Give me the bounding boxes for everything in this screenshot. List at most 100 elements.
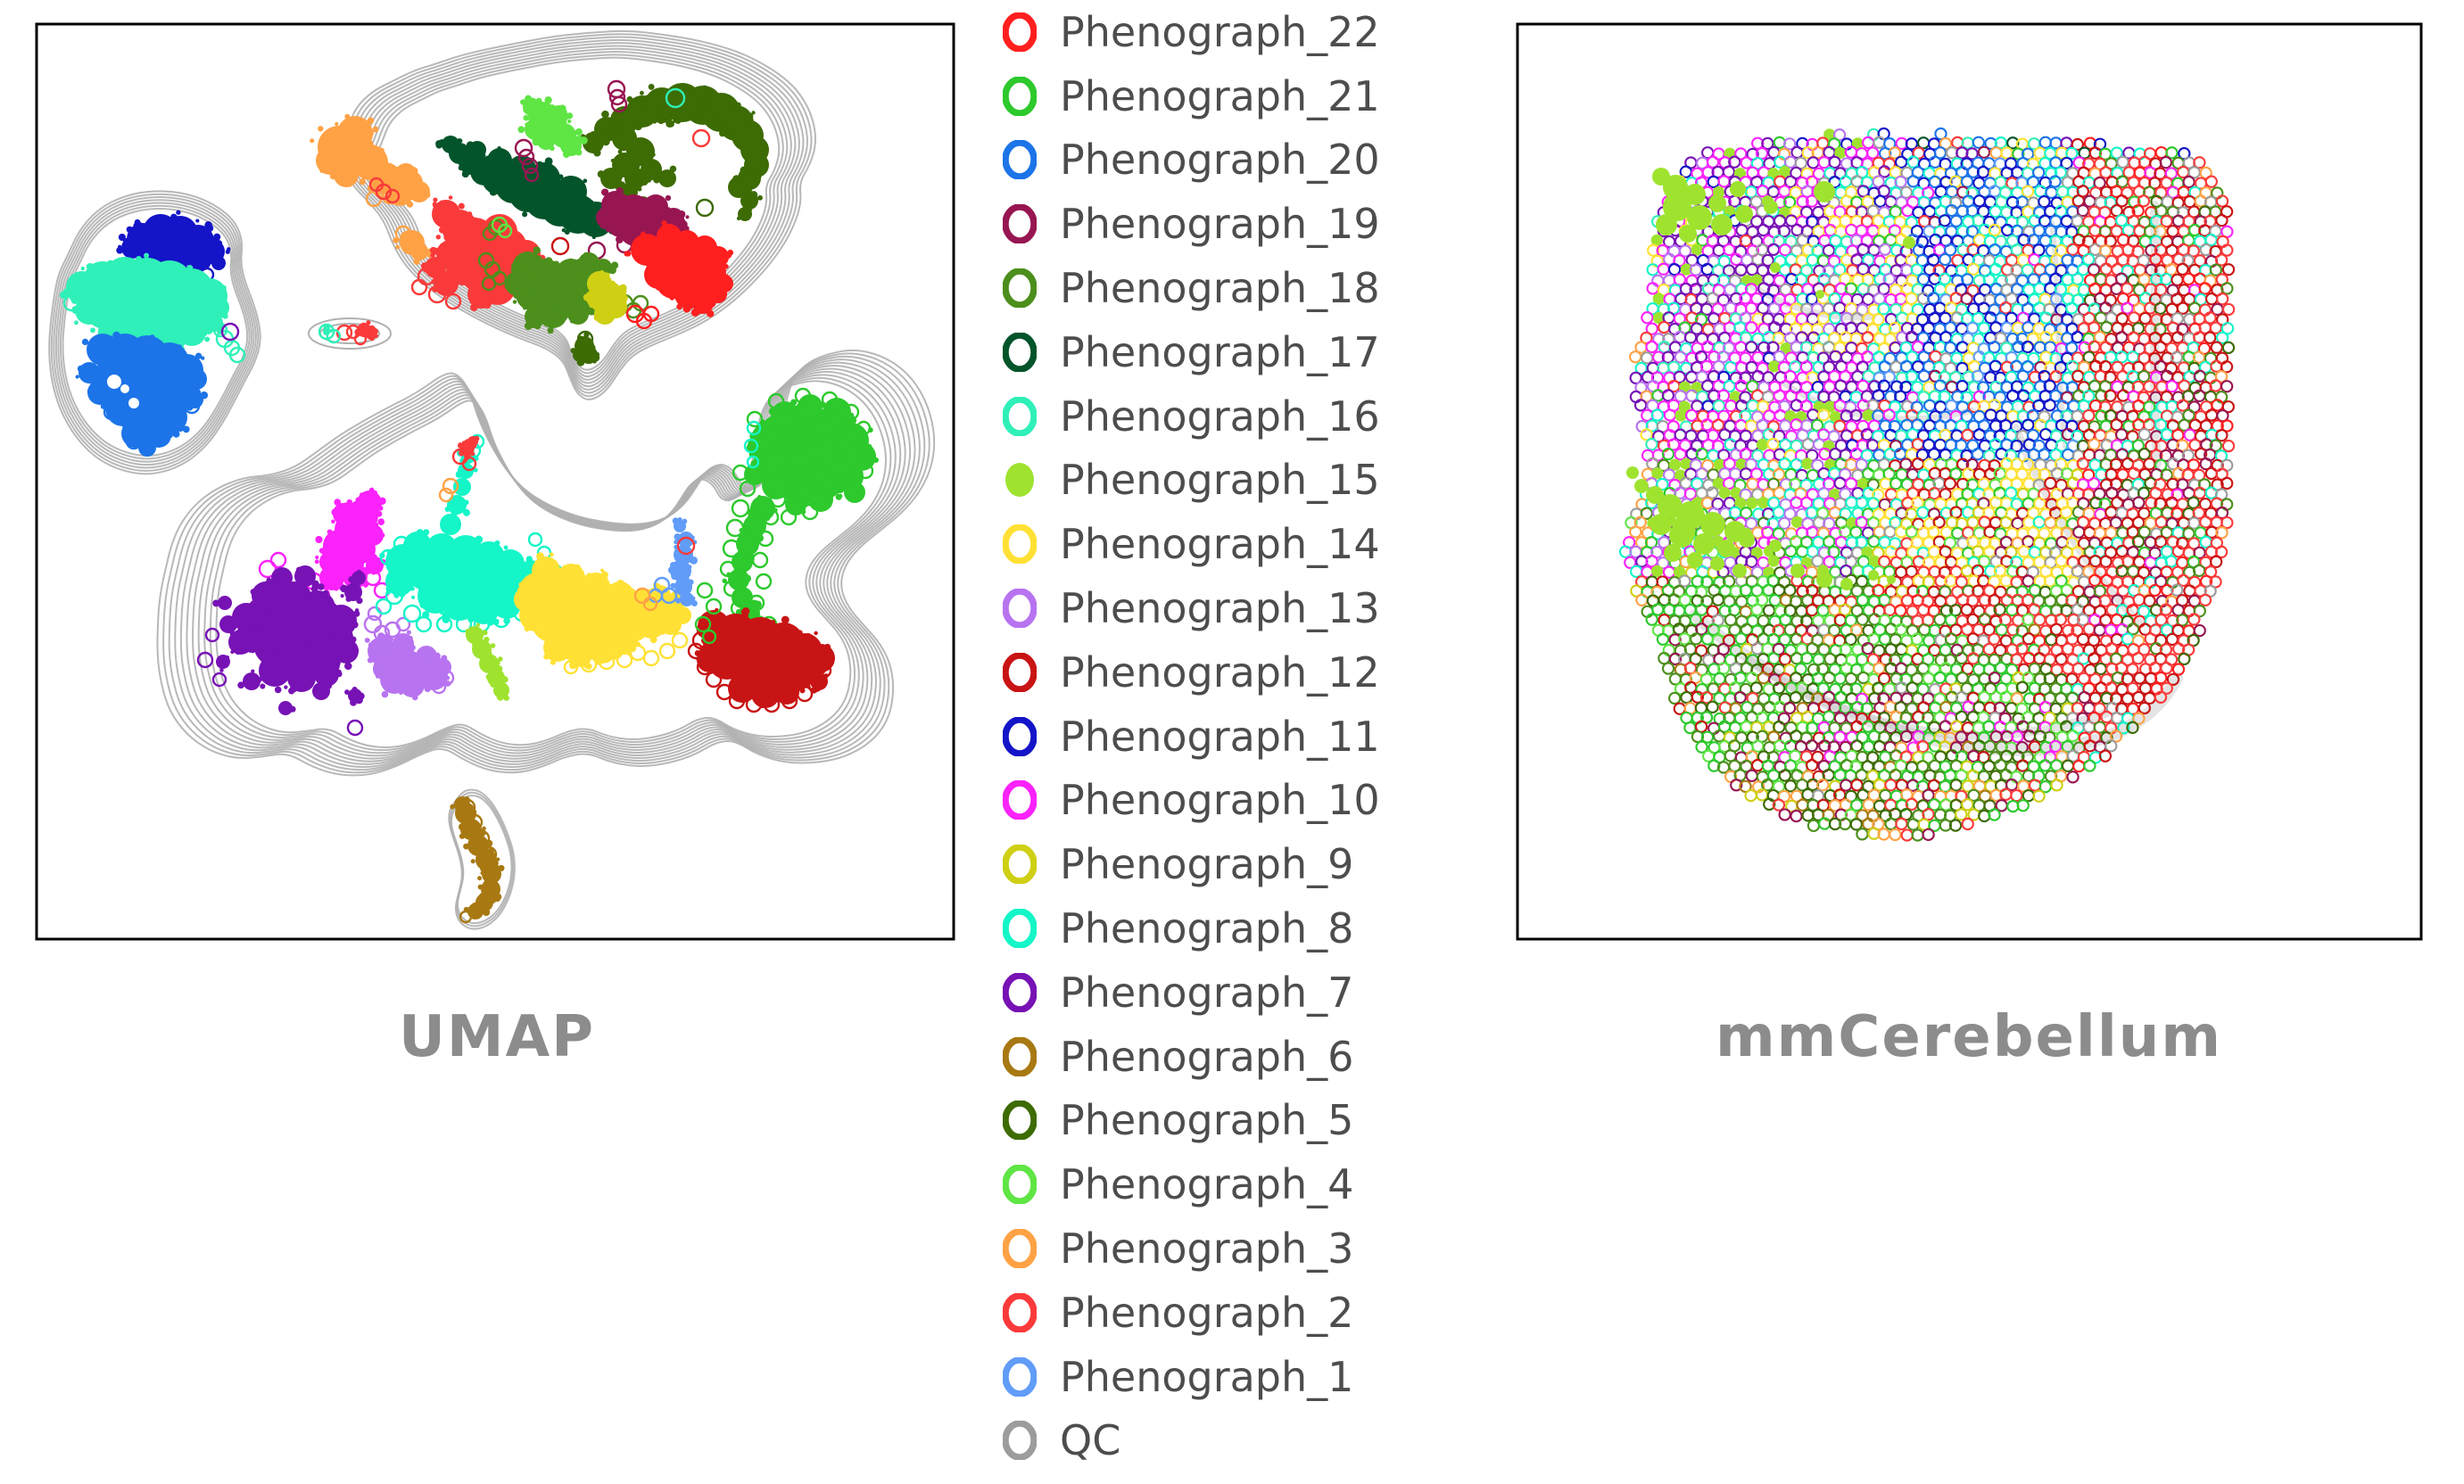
cluster-cornflower <box>648 516 698 606</box>
cluster-green-big <box>719 387 880 644</box>
open-circle-icon <box>1003 268 1037 309</box>
open-circle-icon <box>1003 716 1037 756</box>
mmcerebellum-plot <box>1618 127 2236 842</box>
legend-label: Phenograph_4 <box>1060 1160 1354 1209</box>
cluster-lightgreen-top <box>517 95 588 159</box>
open-circle-icon <box>1003 652 1037 692</box>
open-circle-icon <box>1003 845 1037 885</box>
density-contour <box>346 36 808 394</box>
open-circle-icon <box>1003 1356 1037 1397</box>
legend-label: Phenograph_10 <box>1060 776 1380 825</box>
open-circle-icon <box>1003 76 1037 116</box>
legend-item-qc: QC <box>1003 1409 1380 1473</box>
open-circle-icon <box>1003 396 1037 436</box>
cluster-violet <box>363 606 455 701</box>
density-contour <box>370 54 784 375</box>
cluster-brown-arc <box>450 796 505 924</box>
open-circle-icon <box>1003 1101 1037 1141</box>
legend-label: Phenograph_8 <box>1060 904 1354 953</box>
cluster-midgreen-mass <box>477 218 649 334</box>
filled-circle-icon <box>1005 463 1034 498</box>
cluster-blue-ringy <box>75 331 209 457</box>
legend-item-phenograph_6: Phenograph_6 <box>1003 1025 1380 1089</box>
legend-label: Phenograph_18 <box>1060 264 1380 313</box>
density-contour <box>50 193 260 472</box>
density-contour <box>367 51 789 378</box>
density-contour <box>359 45 797 384</box>
cluster-yellow-mass <box>514 552 792 675</box>
legend-label: Phenograph_9 <box>1060 840 1354 889</box>
legend-label: Phenograph_20 <box>1060 136 1380 185</box>
open-circle-icon <box>1003 780 1037 820</box>
legend-label: Phenograph_11 <box>1060 712 1380 761</box>
legend-item-phenograph_5: Phenograph_5 <box>1003 1089 1380 1153</box>
density-contour <box>62 207 249 457</box>
legend-item-phenograph_10: Phenograph_10 <box>1003 769 1380 833</box>
legend: Phenograph_22 Phenograph_21 Phenograph_20 P… <box>1003 0 1380 1472</box>
legend-item-phenograph_17: Phenograph_17 <box>1003 320 1380 384</box>
density-contour <box>59 204 251 460</box>
open-circle-icon <box>1003 909 1037 949</box>
legend-item-phenograph_7: Phenograph_7 <box>1003 960 1380 1025</box>
open-circle-icon <box>1003 12 1037 52</box>
fiber-streak <box>1781 380 1975 423</box>
density-contour <box>156 349 936 777</box>
cluster-yellowolive <box>583 270 628 325</box>
legend-label: Phenograph_1 <box>1060 1352 1354 1401</box>
legend-item-phenograph_12: Phenograph_12 <box>1003 640 1380 705</box>
legend-item-phenograph_14: Phenograph_14 <box>1003 512 1380 576</box>
open-circle-icon <box>1003 1165 1037 1205</box>
cluster-red-tiny-top <box>451 435 480 472</box>
legend-item-phenograph_22: Phenograph_22 <box>1003 0 1380 64</box>
legend-label: Phenograph_19 <box>1060 200 1380 249</box>
legend-item-phenograph_16: Phenograph_16 <box>1003 384 1380 449</box>
legend-label: Phenograph_22 <box>1060 7 1380 56</box>
open-circle-icon <box>1003 524 1037 565</box>
legend-item-phenograph_19: Phenograph_19 <box>1003 192 1380 256</box>
density-contour <box>308 317 392 350</box>
legend-label: Phenograph_14 <box>1060 520 1380 569</box>
open-circle-icon <box>1003 204 1037 244</box>
legend-label: Phenograph_6 <box>1060 1032 1354 1081</box>
legend-label: Phenograph_16 <box>1060 392 1380 441</box>
legend-item-phenograph_1: Phenograph_1 <box>1003 1345 1380 1409</box>
legend-label: Phenograph_5 <box>1060 1096 1354 1145</box>
density-contour <box>53 195 257 469</box>
cluster-gy-strip <box>465 622 509 701</box>
legend-label: Phenograph_12 <box>1060 647 1380 697</box>
cluster-teal-arm <box>435 136 616 240</box>
legend-label: Phenograph_3 <box>1060 1224 1354 1274</box>
legend-item-phenograph_4: Phenograph_4 <box>1003 1152 1380 1216</box>
cluster-left-aqua <box>59 252 246 364</box>
legend-label: Phenograph_7 <box>1060 968 1354 1017</box>
legend-label: Phenograph_21 <box>1060 71 1380 120</box>
cluster-tiny-pair-red <box>335 320 378 346</box>
open-circle-icon <box>1003 140 1037 180</box>
mmcerebellum-title: mmCerebellum <box>1715 1004 2223 1070</box>
legend-item-phenograph_13: Phenograph_13 <box>1003 576 1380 640</box>
legend-item-phenograph_9: Phenograph_9 <box>1003 832 1380 896</box>
legend-label: Phenograph_2 <box>1060 1288 1354 1337</box>
fiber-streak <box>1744 655 2110 740</box>
fiber-streak <box>2012 424 2146 629</box>
open-circle-icon <box>1003 1421 1037 1461</box>
cluster-olive-dot <box>570 330 600 367</box>
legend-label: Phenograph_15 <box>1060 456 1380 505</box>
umap-title: UMAP <box>398 1004 596 1070</box>
density-contour <box>48 190 261 475</box>
legend-item-phenograph_20: Phenograph_20 <box>1003 128 1380 193</box>
open-circle-icon <box>1003 589 1037 629</box>
density-contour <box>448 788 516 930</box>
umap-plot <box>48 29 936 930</box>
legend-label: Phenograph_17 <box>1060 327 1380 376</box>
fiber-streak <box>2150 201 2162 468</box>
legend-item-phenograph_2: Phenograph_2 <box>1003 1281 1380 1345</box>
open-circle-icon <box>1003 1292 1037 1332</box>
density-contour <box>338 29 817 400</box>
legend-item-phenograph_8: Phenograph_8 <box>1003 896 1380 960</box>
open-circle-icon <box>1003 1229 1037 1269</box>
density-contour <box>343 33 813 398</box>
density-contour <box>351 38 805 391</box>
